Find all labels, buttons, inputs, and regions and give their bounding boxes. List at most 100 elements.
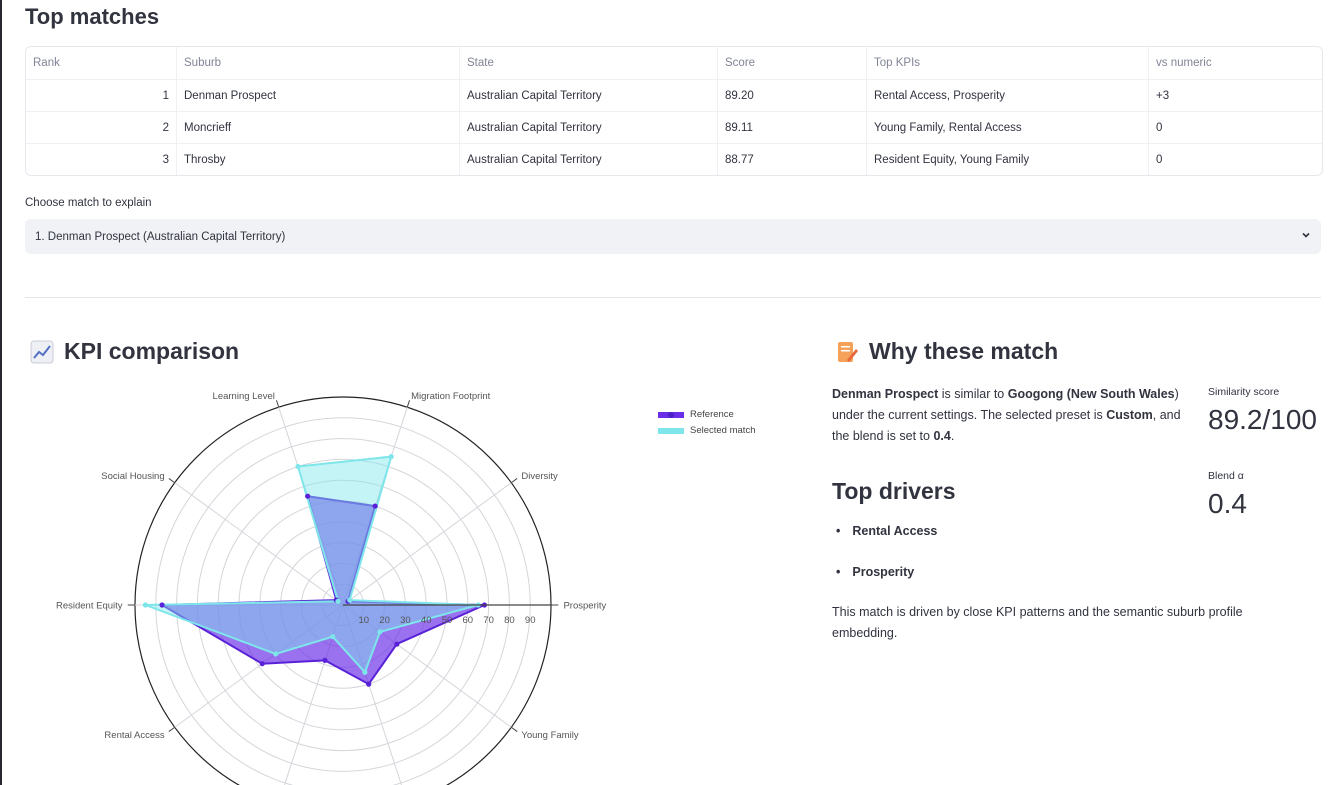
- data-point: [330, 634, 336, 640]
- legend-label-reference: Reference: [690, 408, 734, 420]
- column-header-score[interactable]: Score: [717, 47, 866, 79]
- cell-rank: 3: [162, 153, 169, 166]
- table-row[interactable]: 1 Denman Prospect Australian Capital Ter…: [26, 79, 1322, 111]
- category-label: Rental Access: [104, 730, 164, 741]
- similarity-label: Similarity score: [1208, 386, 1280, 398]
- data-point: [305, 493, 311, 499]
- category-label: Young Family: [521, 730, 578, 741]
- drivers-list: Rental Access Prosperity: [832, 524, 937, 606]
- explanation-text: ) under the current settings. The select…: [832, 387, 1179, 422]
- matches-table[interactable]: Rank Suburb State Score Top KPIs vs nume…: [25, 46, 1323, 176]
- explanation-target: Googong: [1007, 387, 1064, 401]
- blend-metric: Blend α 0.4: [1208, 470, 1247, 520]
- blend-label: Blend α: [1208, 470, 1244, 482]
- driver-label: Prosperity: [852, 565, 915, 579]
- series-area-selected-match: [145, 455, 479, 675]
- category-label: Diversity: [521, 471, 558, 482]
- column-header-rank[interactable]: Rank: [33, 57, 60, 69]
- kpi-radar-chart[interactable]: 10 20 30 40 50 60 70 80 90 Prosperity Diversity Mig…: [40, 385, 620, 785]
- explanation-blend: 0.4: [933, 429, 951, 443]
- match-select[interactable]: 1. Denman Prospect (Australian Capital T…: [25, 219, 1321, 254]
- driver-label: Rental Access: [852, 524, 938, 538]
- angular-tick: [510, 726, 518, 732]
- column-header-vs-numeric[interactable]: vs numeric: [1148, 47, 1322, 79]
- explanation-paren: (: [1063, 387, 1071, 401]
- radial-tick-label: 70: [483, 615, 494, 626]
- radial-tick-label: 50: [442, 615, 453, 626]
- data-point: [366, 681, 372, 687]
- radial-tick-label: 80: [504, 615, 515, 626]
- radial-tick-label: 20: [379, 615, 390, 626]
- explanation-text: , and the blend is set to: [832, 408, 1181, 443]
- explanation-suburb: Denman Prospect: [832, 387, 939, 401]
- explanation-footer: This match is driven by close KPI patter…: [832, 605, 1243, 640]
- data-point: [394, 641, 400, 647]
- cell-top-kpis: Resident Equity, Young Family: [866, 144, 1148, 175]
- why-these-match-heading: Why these match: [835, 338, 1058, 365]
- category-label: Prosperity: [563, 601, 606, 612]
- radial-tick-label: 60: [463, 615, 474, 626]
- explanation-text: is similar to: [938, 387, 1008, 401]
- table-header-row: Rank Suburb State Score Top KPIs vs nume…: [26, 47, 1322, 79]
- cell-vs-numeric: 0: [1148, 144, 1322, 175]
- match-select-label: Choose match to explain: [25, 197, 152, 209]
- data-point: [159, 602, 165, 608]
- legend-item-reference[interactable]: Reference: [658, 406, 755, 422]
- radial-tick-label: 10: [359, 615, 370, 626]
- data-point: [142, 602, 148, 608]
- column-header-state[interactable]: State: [459, 47, 717, 79]
- chart-increasing-icon: [30, 340, 54, 364]
- why-these-match-title: Why these match: [869, 338, 1059, 364]
- radial-tick-label: 40: [421, 615, 432, 626]
- explanation-state: New South Wales: [1070, 387, 1175, 401]
- angular-tick: [275, 400, 280, 408]
- kpi-comparison-heading: KPI comparison: [30, 338, 239, 365]
- data-point: [347, 597, 353, 603]
- angular-tick: [168, 726, 176, 732]
- data-point: [388, 454, 394, 460]
- table-row[interactable]: 2 Moncrieff Australian Capital Territory…: [26, 111, 1322, 143]
- cell-rank: 1: [162, 89, 169, 102]
- memo-icon: [835, 340, 859, 364]
- explanation-preset: Custom: [1106, 408, 1153, 422]
- legend-swatch-reference: [658, 411, 684, 418]
- blend-value: 0.4: [1208, 488, 1247, 519]
- angular-tick: [510, 478, 518, 484]
- cell-top-kpis: Young Family, Rental Access: [866, 112, 1148, 143]
- chart-legend[interactable]: Reference Selected match: [658, 406, 755, 438]
- radial-tick-label: 90: [525, 615, 536, 626]
- top-matches-heading: Top matches: [25, 4, 160, 29]
- chevron-down-icon[interactable]: [1301, 230, 1311, 243]
- cell-state: Australian Capital Territory: [459, 80, 717, 111]
- data-point: [372, 503, 378, 509]
- data-point: [273, 651, 279, 657]
- cell-rank: 2: [162, 121, 169, 134]
- kpi-comparison-title: KPI comparison: [64, 338, 240, 364]
- match-explanation: Denman Prospect is similar to Googong (N…: [832, 384, 1192, 447]
- category-label: Learning Level: [213, 391, 275, 402]
- table-row[interactable]: 3 Throsby Australian Capital Territory 8…: [26, 143, 1322, 175]
- cell-score: 89.20: [717, 80, 866, 111]
- explanation-text: .: [950, 429, 955, 443]
- section-divider: [25, 297, 1321, 298]
- data-point: [322, 657, 328, 663]
- data-point: [259, 661, 265, 667]
- left-border: [0, 0, 2, 785]
- cell-state: Australian Capital Territory: [459, 144, 717, 175]
- data-point: [362, 669, 368, 675]
- cell-state: Australian Capital Territory: [459, 112, 717, 143]
- legend-item-selected-match[interactable]: Selected match: [658, 422, 755, 438]
- column-header-suburb[interactable]: Suburb: [176, 47, 459, 79]
- cell-suburb: Moncrieff: [176, 112, 459, 143]
- cell-vs-numeric: 0: [1148, 112, 1322, 143]
- data-point: [295, 463, 301, 470]
- category-label: Resident Equity: [56, 601, 123, 612]
- column-header-top-kpis[interactable]: Top KPIs: [866, 47, 1148, 79]
- angular-tick: [168, 478, 176, 484]
- legend-label-selected: Selected match: [690, 424, 756, 436]
- list-item: Rental Access: [832, 524, 937, 565]
- cell-score: 88.77: [717, 144, 866, 175]
- category-label: Migration Footprint: [411, 391, 491, 402]
- data-point: [335, 598, 341, 604]
- legend-swatch-selected: [658, 427, 684, 434]
